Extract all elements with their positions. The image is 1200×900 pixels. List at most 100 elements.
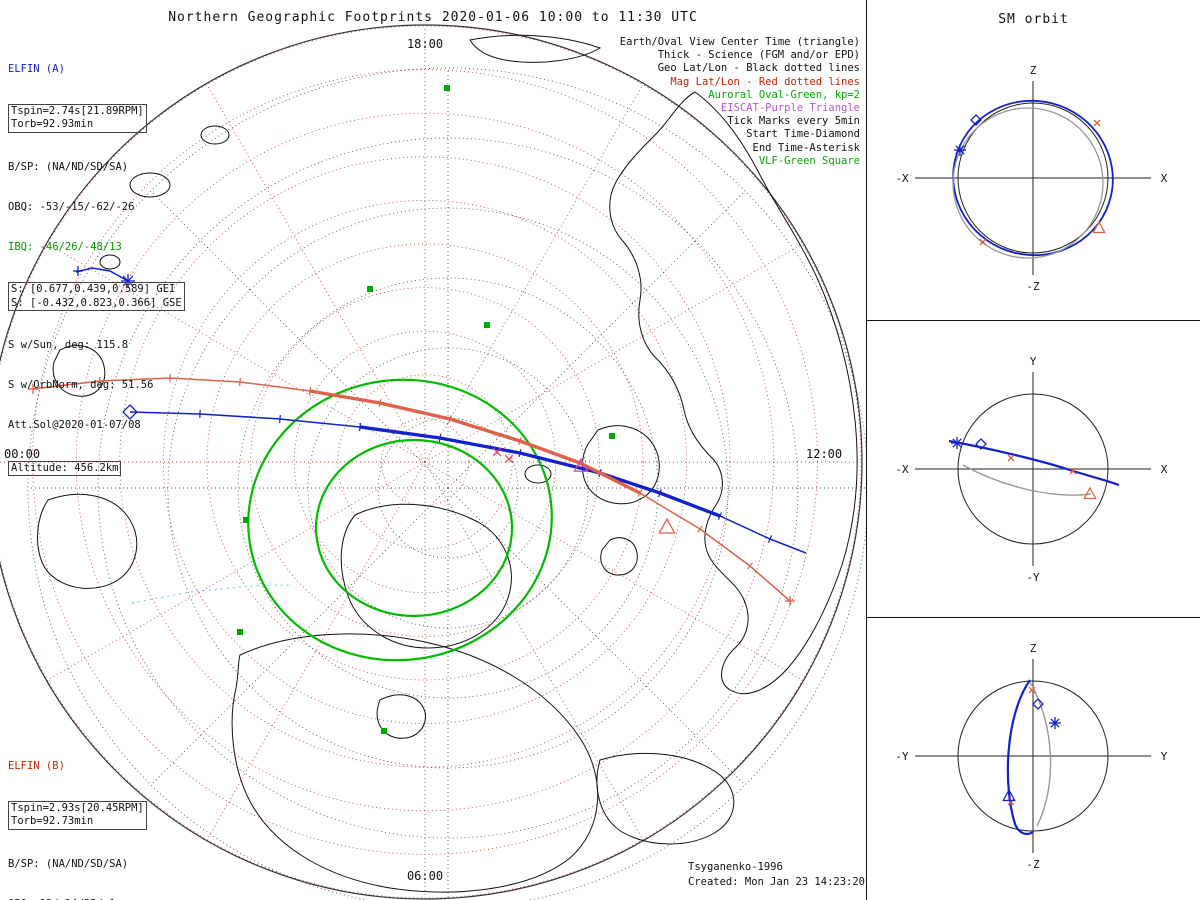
earth-circle xyxy=(957,680,1109,832)
five-min-tick xyxy=(448,414,452,424)
legend-item: Auroral Oval-Green, kp=2 xyxy=(708,88,860,101)
mag-lat-circle xyxy=(119,156,731,768)
orbit-x-marker xyxy=(1093,119,1101,127)
elfin-a-start-diamond xyxy=(122,404,138,420)
orbit-triangle-marker xyxy=(1083,486,1097,500)
info-line: Torb=92.93min xyxy=(11,118,94,131)
legend-item: Start Time-Diamond xyxy=(746,128,860,141)
auroral-oval-ring xyxy=(247,378,553,662)
axis-label: Z xyxy=(1030,64,1037,77)
five-min-tick xyxy=(99,376,101,386)
elfin-b-info: ELFIN (B) Tspin=2.93s[20.45RPM] Torb=92.… xyxy=(8,733,191,900)
footpoint-x xyxy=(504,454,514,464)
five-min-tick xyxy=(438,433,442,443)
map-legend: Earth/Oval View Center Time (triangle) T… xyxy=(516,36,860,168)
line xyxy=(979,238,987,246)
track-thick-science-segment xyxy=(359,425,721,518)
coastline-island-3 xyxy=(99,254,121,270)
elfin-b-center-time-triangle xyxy=(658,517,676,534)
legend-item: Mag Lat/Lon - Red dotted lines xyxy=(670,75,860,88)
coastline-north-america xyxy=(231,633,599,893)
five-min-tick xyxy=(358,422,362,432)
footpoint-x xyxy=(492,447,502,457)
orbit-x-marker xyxy=(1007,454,1015,462)
five-min-tick xyxy=(717,512,723,520)
info-line: IBQ: -46/26/-48/13 xyxy=(8,241,122,254)
line xyxy=(952,438,962,448)
map-boundary-circle xyxy=(0,24,863,900)
mlt-label-12: 12:00 xyxy=(806,447,843,461)
orbit-arc xyxy=(962,464,1092,496)
orbit-asterisk-marker xyxy=(951,437,963,449)
five-min-tick xyxy=(378,398,382,408)
info-line: Torb=92.73min xyxy=(11,815,94,828)
legend-item: Geo Lat/Lon - Black dotted lines xyxy=(657,62,860,75)
elfin-a-tick xyxy=(73,266,83,276)
elfin-a-spin-box: Tspin=2.74s[21.89RPM] Torb=92.93min xyxy=(8,104,147,133)
coastline-island-2 xyxy=(200,125,230,145)
five-min-tick xyxy=(518,437,522,445)
coastline-eurasia xyxy=(609,91,858,695)
axis-label: -X xyxy=(895,463,909,476)
model-credit: Tsyganenko-1996 xyxy=(688,861,783,873)
line xyxy=(1050,718,1060,728)
axis-label: X xyxy=(1161,172,1168,185)
vlf-square xyxy=(367,286,373,292)
orbit-arc xyxy=(1029,681,1052,827)
earth-circle xyxy=(957,102,1109,254)
axis-label: -Y xyxy=(895,750,909,763)
elfin-a-altitude-box: Altitude: 456.2km xyxy=(8,460,122,476)
geo-lat-circle xyxy=(377,417,519,559)
mag-lon-line xyxy=(424,461,803,681)
orbit-ellipse xyxy=(952,107,1104,259)
elfin-b-end-tick xyxy=(785,596,795,606)
axis-label: -Z xyxy=(1026,858,1040,871)
info-line: Altitude: 456.2km xyxy=(11,461,119,474)
axis-label: -X xyxy=(895,172,909,185)
mlt-label-18: 18:00 xyxy=(406,37,444,51)
axis-label: -Z xyxy=(1026,280,1040,293)
info-line: S: [-0.432,0.823,0.366] GSE xyxy=(11,296,182,309)
orbit-diamond-marker xyxy=(1032,698,1044,710)
legend-item: EISCAT-Purple Triangle xyxy=(720,102,860,115)
five-min-tick xyxy=(767,535,773,543)
elfin-a-end-asterisk xyxy=(121,274,135,288)
five-min-tick xyxy=(308,386,312,396)
track-elfin-a-end-segment xyxy=(75,267,129,282)
sm-orbit-title: SM orbit xyxy=(998,12,1069,27)
auroral-oval-ring xyxy=(314,438,514,618)
info-line: OBQ: 13/-14/25/-1 xyxy=(8,898,191,900)
axis-label: Z xyxy=(1030,642,1037,655)
map-markers xyxy=(28,85,795,734)
mag-lat-circle xyxy=(293,330,557,594)
coastline-mediterranean xyxy=(596,752,735,845)
legend-item: Thick - Science (FGM and/or EPD) xyxy=(657,49,860,62)
elfin-a-info: ELFIN (A) Tspin=2.74s[21.89RPM] Torb=92.… xyxy=(8,36,185,504)
mag-lon-line xyxy=(424,243,803,463)
mag-lon-line xyxy=(424,84,644,463)
five-min-tick xyxy=(658,489,662,497)
line xyxy=(122,275,134,287)
five-min-tick xyxy=(239,377,241,387)
five-min-tick xyxy=(697,525,703,533)
coastline-europe-island xyxy=(600,537,638,576)
orbit-arc xyxy=(948,439,1120,487)
five-min-tick xyxy=(747,562,753,570)
elfin-a-heading: ELFIN (A) xyxy=(8,62,65,75)
orbit-panel-xy: Y -Y -X X xyxy=(867,320,1200,617)
orbit-yz-plot: Z -Z -Y Y xyxy=(895,642,1167,871)
page-title: Northern Geographic Footprints 2020-01-0… xyxy=(168,10,698,25)
orbit-xz-plot: Z -Z -X X xyxy=(895,64,1168,293)
coastline-scandinavia xyxy=(582,425,660,505)
orbit-panel-yz: Z -Z -Y Y xyxy=(867,617,1200,900)
info-line: B/SP: (NA/ND/SD/SA) xyxy=(8,160,129,173)
info-line: S: [0.677,0.439,0.589] GEI xyxy=(11,283,176,296)
line xyxy=(492,447,502,457)
elfin-a-spin-axis-box: S: [0.677,0.439,0.589] GEI S: [-0.432,0.… xyxy=(8,282,185,312)
vlf-square xyxy=(484,322,490,328)
info-line: OBQ: -53/-15/-62/-26 xyxy=(8,200,135,213)
info-line: B/SP: (NA/ND/SD/SA) xyxy=(8,857,129,870)
mag-lat-circle xyxy=(250,287,600,637)
orbit-panel-xz: Z -Z -X X xyxy=(867,35,1200,320)
